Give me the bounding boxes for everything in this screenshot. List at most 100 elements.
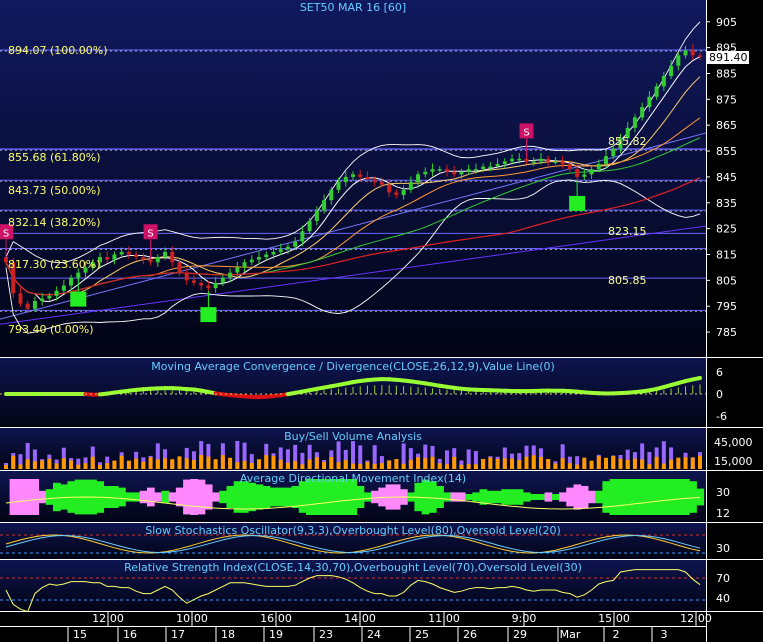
- volume-sell-bar: [423, 444, 428, 469]
- time-axis: 12:00 10:00 16:00 14:00 11:00 9:00 15:00 12:00 1…: [0, 612, 712, 642]
- volume-buy-bar: [683, 457, 688, 469]
- adx-segment: [443, 492, 452, 502]
- adx-segment: [284, 487, 293, 507]
- volume-buy-bar: [18, 464, 23, 469]
- volume-buy-bar: [163, 458, 168, 469]
- volume-buy-bar: [285, 462, 290, 469]
- volume-sell-bar: [647, 451, 652, 469]
- adx-segment: [653, 479, 661, 515]
- candle-body: [300, 231, 305, 242]
- volume-buy-bar: [249, 462, 254, 469]
- adx-segment: [428, 481, 437, 513]
- volume-tick-45000: 45,000: [714, 436, 753, 449]
- time-label: 14:00: [344, 612, 376, 625]
- candle-body: [524, 158, 529, 162]
- adx-segment: [212, 492, 220, 502]
- volume-sell-bar: [560, 444, 565, 469]
- candle-body: [647, 96, 652, 108]
- volume-bars: [4, 441, 702, 469]
- adx-segment: [255, 484, 264, 510]
- volume-buy-bar: [155, 459, 160, 469]
- candle-body: [170, 251, 175, 263]
- date-label: 23: [319, 628, 333, 641]
- adx-segment: [342, 479, 350, 515]
- volume-buy-bar: [61, 458, 66, 469]
- candle-body: [11, 262, 16, 294]
- candle-body: [575, 169, 580, 177]
- candle-body: [379, 182, 384, 185]
- adx-segment: [204, 484, 213, 510]
- volume-buy-bar: [553, 463, 558, 469]
- candle-body: [126, 251, 131, 255]
- candle-body: [553, 161, 558, 163]
- candle-body: [654, 86, 659, 97]
- adx-segment: [479, 489, 488, 505]
- bollinger-upper: [5, 21, 701, 264]
- candle-body: [676, 55, 681, 66]
- volume-buy-bar: [119, 455, 124, 469]
- macd-tick-0: 0: [716, 388, 723, 401]
- last-price-box: [707, 51, 749, 64]
- candle-body: [307, 220, 312, 232]
- adx-segment: [146, 487, 155, 507]
- sell-signal-label: S: [147, 228, 153, 239]
- volume-buy-bar: [575, 464, 580, 469]
- candle-body: [683, 50, 688, 56]
- ma-10: [5, 76, 701, 296]
- volume-buy-bar: [546, 459, 551, 469]
- volume-buy-bar: [640, 459, 645, 469]
- candle-body: [47, 295, 52, 299]
- candle-body: [459, 171, 464, 175]
- candle-body: [83, 267, 88, 273]
- candle-body: [336, 182, 341, 190]
- adx-segment: [551, 494, 560, 500]
- volume-sell-bar: [661, 441, 666, 469]
- adx-segment: [602, 481, 611, 513]
- volume-buy-bar: [669, 459, 674, 469]
- volume-buy-bar: [502, 458, 507, 469]
- buy-signal-box: [569, 195, 586, 211]
- level-label-823: 823.15: [608, 225, 647, 238]
- volume-buy-bar: [322, 461, 327, 469]
- volume-sell-bar: [285, 449, 290, 469]
- trend-line-lower: [0, 225, 707, 325]
- price-tick-label: 825: [716, 223, 737, 236]
- candle-body: [669, 65, 674, 77]
- adx-segment: [183, 479, 191, 515]
- adx-segment: [269, 487, 278, 507]
- volume-buy-bar: [387, 460, 392, 469]
- sell-signal-label: S: [523, 127, 529, 138]
- volume-buy-bar: [76, 464, 81, 469]
- volume-buy-bar: [473, 464, 478, 469]
- volume-sell-bar: [640, 443, 645, 469]
- candle-body: [567, 163, 572, 170]
- volume-buy-bar: [698, 455, 702, 469]
- price-tick-label: 795: [716, 300, 737, 313]
- adx-segment: [175, 487, 184, 507]
- macd-tick-6: 6: [716, 366, 723, 379]
- volume-buy-bar: [40, 460, 45, 469]
- candle-body: [466, 169, 471, 172]
- date-label: 26: [463, 628, 477, 641]
- volume-buy-bar: [408, 459, 413, 469]
- volume-buy-bar: [466, 464, 471, 469]
- adx-segment: [624, 479, 632, 515]
- candle-body: [538, 158, 543, 162]
- adx-segment: [363, 492, 372, 502]
- candle-body: [54, 290, 59, 296]
- fib-label-50: 843.73 (50.00%): [8, 184, 101, 197]
- candle-body: [437, 169, 442, 171]
- stoch-title: Slow Stochastics Oscillator(9,3,3),Overb…: [145, 524, 561, 537]
- fib-label-382: 832.14 (38.20%): [8, 216, 101, 229]
- adx-segment: [689, 481, 697, 513]
- adx-segment: [616, 479, 625, 515]
- volume-buy-bar: [307, 459, 312, 469]
- adx-segment: [450, 492, 459, 502]
- adx-segment: [132, 492, 141, 502]
- candle-body: [112, 254, 117, 260]
- time-label: 15:00: [598, 612, 630, 625]
- volume-buy-bar: [437, 463, 442, 469]
- candle-body: [119, 251, 124, 255]
- volume-sell-bar: [669, 447, 674, 469]
